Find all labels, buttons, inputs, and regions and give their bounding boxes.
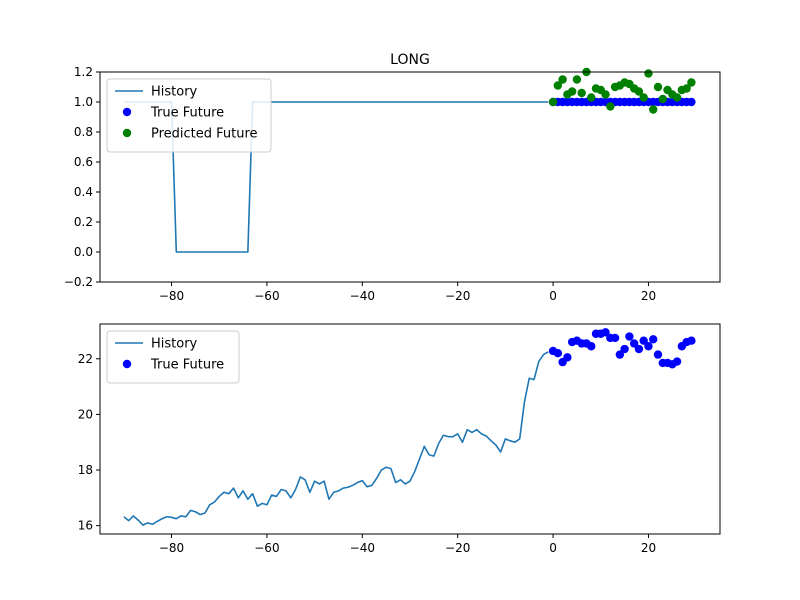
legend (106, 78, 272, 153)
y-tick-label: 0.8 (74, 125, 93, 139)
legend-swatch-predicted-future (122, 128, 132, 138)
point-true-future (672, 357, 682, 366)
x-tick-label: 0 (549, 541, 557, 555)
legend-label-history: History (151, 85, 198, 100)
point-predicted-future (687, 78, 696, 87)
point-true-future (620, 344, 629, 354)
point-predicted-future (577, 88, 586, 98)
point-predicted-future (567, 87, 577, 96)
legend (106, 330, 240, 384)
point-predicted-future (606, 102, 615, 111)
x-tick-label: −40 (350, 541, 375, 555)
y-tick-label: 18 (78, 463, 93, 477)
point-true-future (629, 339, 639, 348)
point-predicted-future (548, 97, 558, 107)
legend-swatch-true-future (122, 359, 132, 369)
point-predicted-future (601, 90, 610, 99)
point-predicted-future (572, 75, 582, 84)
x-tick-label: −80 (159, 289, 184, 303)
point-predicted-future (653, 82, 663, 92)
axes-frame (99, 323, 721, 535)
point-true-future (615, 350, 625, 359)
point-true-future (587, 342, 596, 351)
point-predicted-future (682, 84, 691, 93)
top-plot: −80 −60 −40 −20 0 20 −0.2 0.0 0.2 0.4 0.6 0.8 1.0 1.2… (64, 65, 721, 303)
x-tick-label: 20 (641, 541, 656, 555)
point-true-future (625, 332, 634, 341)
x-tick-label: 0 (549, 289, 557, 303)
x-tick-label: −60 (254, 541, 279, 555)
y-tick-label: 22 (78, 352, 93, 366)
point-true-future (653, 350, 663, 359)
bottom-plot: −80 −60 −40 −20 0 20 16 18 20 22 History True Futur… (78, 323, 721, 555)
chart-title: LONG (390, 52, 430, 68)
y-tick-label: 0.6 (74, 155, 93, 169)
y-tick-label: 20 (78, 407, 93, 421)
y-tick-label: 0.4 (74, 185, 93, 199)
x-tick-label: −20 (445, 289, 470, 303)
point-true-future (649, 335, 658, 344)
x-tick-label: −60 (254, 289, 279, 303)
point-true-future (644, 342, 653, 351)
y-tick-label: 0.0 (74, 245, 93, 259)
legend-label-true-future: True Future (150, 358, 224, 373)
point-true-future (553, 349, 563, 358)
point-true-future (634, 344, 644, 354)
legend-swatch-true-future (122, 107, 132, 117)
point-true-future (687, 336, 696, 345)
point-predicted-future (672, 93, 682, 102)
y-tick-label: 0.2 (74, 215, 93, 229)
point-predicted-future (644, 69, 653, 78)
x-tick-label: −80 (159, 541, 184, 555)
point-predicted-future (649, 105, 658, 114)
x-tick-label: 20 (641, 289, 656, 303)
point-predicted-future (553, 81, 563, 90)
y-tick-label: 16 (78, 519, 93, 533)
legend-label-predicted-future: Predicted Future (151, 127, 258, 142)
point-true-future (639, 336, 648, 345)
point-true-future (563, 353, 572, 362)
point-true-future (610, 333, 620, 343)
point-predicted-future (634, 87, 644, 96)
y-tick-label: 1.0 (74, 95, 93, 109)
y-tick-label: 1.2 (74, 65, 93, 79)
point-predicted-future (558, 75, 567, 84)
point-predicted-future (639, 93, 648, 102)
legend-label-true-future: True Future (150, 106, 224, 121)
x-tick-label: −40 (350, 289, 375, 303)
y-tick-label: −0.2 (64, 275, 93, 289)
point-true-future (601, 328, 610, 337)
series-line-history (123, 351, 549, 526)
axes-frame (99, 71, 721, 283)
legend-label-history: History (151, 337, 198, 352)
x-tick-label: −20 (445, 541, 470, 555)
point-predicted-future (587, 93, 596, 102)
point-true-future (687, 97, 696, 107)
point-predicted-future (658, 94, 667, 104)
